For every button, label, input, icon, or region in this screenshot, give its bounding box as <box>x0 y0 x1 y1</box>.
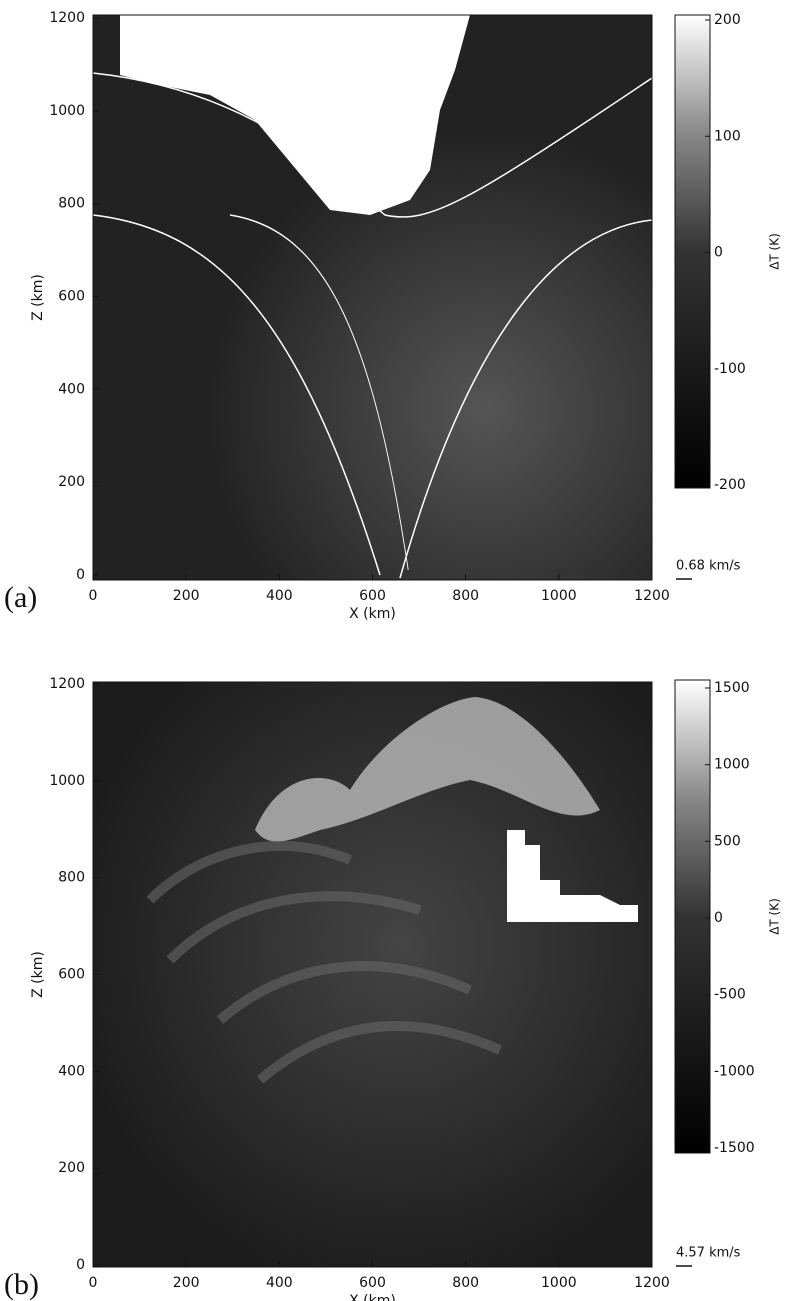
colorbar <box>674 679 711 1154</box>
colorbar-label: ΔT (K) <box>768 233 782 270</box>
y-tick-label: 600 <box>58 967 85 983</box>
colorbar-tick-label: 0 <box>714 910 723 926</box>
colorbar-tick-label: 100 <box>714 128 741 144</box>
velocity-label: 4.57 km/s <box>676 1246 741 1261</box>
field-b <box>93 682 652 1267</box>
colorbar-tick-label: 200 <box>714 12 741 28</box>
y-tick-label: 1000 <box>49 773 85 789</box>
y-tick-label: 0 <box>76 1257 85 1273</box>
colorbar-tick-label: 0 <box>714 245 723 261</box>
x-tick-label: 800 <box>452 1275 479 1291</box>
colorbar-tick-label: 1000 <box>714 757 750 773</box>
colorbar-tick-label: -500 <box>714 987 746 1003</box>
x-tick-label: 600 <box>359 1275 386 1291</box>
y-tick-label: 1000 <box>49 103 85 119</box>
y-tick-label: 800 <box>58 870 85 886</box>
x-tick-label: 1000 <box>541 588 577 604</box>
x-tick-label: 1200 <box>634 1275 670 1291</box>
colorbar <box>674 14 711 489</box>
y-tick-label: 1200 <box>49 10 85 26</box>
x-axis-label: X (km) <box>349 1293 396 1301</box>
colorbar-label: ΔT (K) <box>768 898 782 935</box>
panel-label: (a) <box>4 581 37 614</box>
colorbar-tick-label: -1000 <box>714 1063 755 1079</box>
colorbar-tick-label: -100 <box>714 361 746 377</box>
x-tick-label: 400 <box>266 588 293 604</box>
x-tick-label: 800 <box>452 588 479 604</box>
y-tick-label: 0 <box>76 567 85 583</box>
y-tick-label: 200 <box>58 1160 85 1176</box>
panel-label: (b) <box>4 1268 39 1301</box>
colorbar-tick-label: 1500 <box>714 680 750 696</box>
y-axis-label: Z (km) <box>30 274 46 321</box>
y-tick-label: 1200 <box>49 676 85 692</box>
y-tick-label: 200 <box>58 474 85 490</box>
y-tick-label: 400 <box>58 1063 85 1079</box>
x-tick-label: 400 <box>266 1275 293 1291</box>
colorbar-tick-label: -1500 <box>714 1140 755 1156</box>
y-axis-label: Z (km) <box>30 951 46 998</box>
x-tick-label: 0 <box>89 588 98 604</box>
x-tick-label: 200 <box>173 1275 200 1291</box>
x-tick-label: 200 <box>173 588 200 604</box>
colorbar-tick-label: -200 <box>714 477 746 493</box>
x-tick-label: 600 <box>359 588 386 604</box>
y-tick-label: 600 <box>58 289 85 305</box>
field-a <box>92 15 653 580</box>
x-tick-label: 1200 <box>634 588 670 604</box>
x-tick-label: 1000 <box>541 1275 577 1291</box>
colorbar-tick-label: 500 <box>714 833 741 849</box>
y-tick-label: 400 <box>58 381 85 397</box>
x-tick-label: 0 <box>89 1275 98 1291</box>
velocity-label: 0.68 km/s <box>676 559 741 574</box>
y-tick-label: 800 <box>58 196 85 212</box>
x-axis-label: X (km) <box>349 606 396 622</box>
